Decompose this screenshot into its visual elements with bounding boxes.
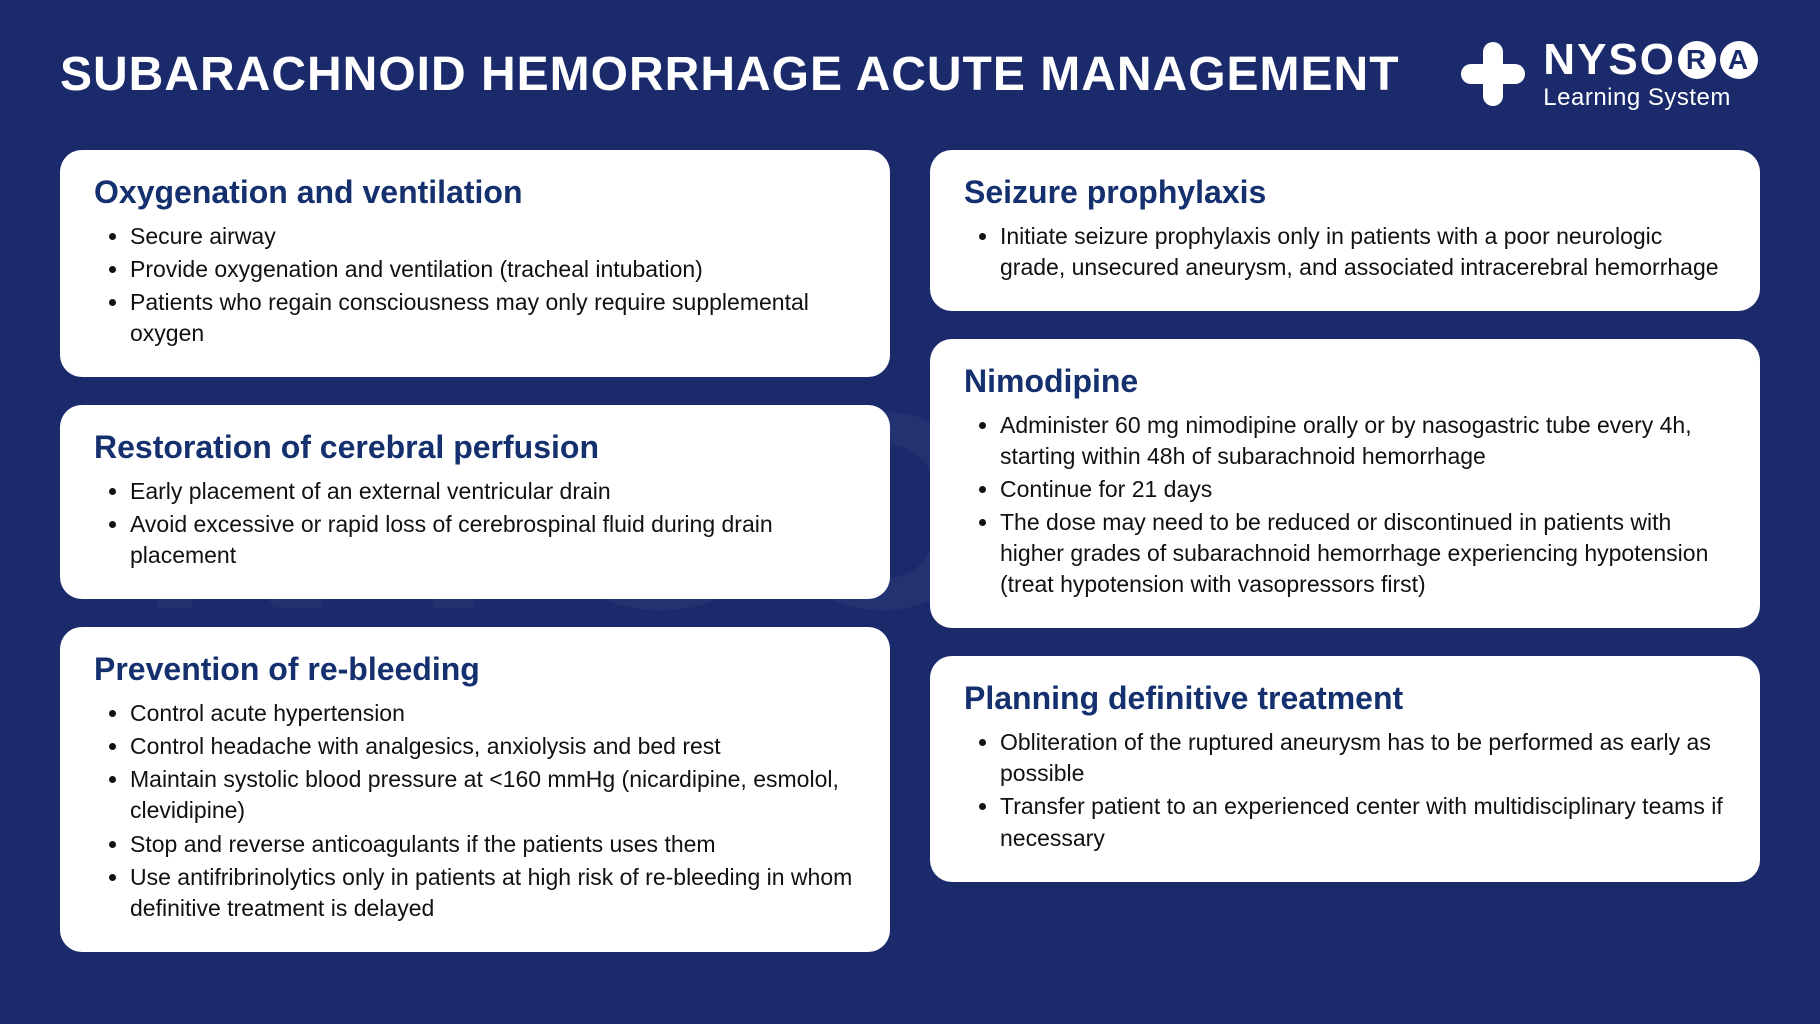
list-item: Obliteration of the ruptured aneurysm ha… <box>1000 727 1726 789</box>
list-item: Early placement of an external ventricul… <box>130 476 856 507</box>
brand-subtitle: Learning System <box>1543 86 1760 110</box>
card-seizure: Seizure prophylaxis Initiate seizure pro… <box>930 150 1760 311</box>
card-list: Early placement of an external ventricul… <box>94 476 856 571</box>
brand-prefix: NYSO <box>1543 38 1676 82</box>
plus-icon <box>1461 42 1525 106</box>
list-item: Maintain systolic blood pressure at <160… <box>130 764 856 826</box>
brand-circle-r: R <box>1678 41 1716 79</box>
list-item: Patients who regain consciousness may on… <box>130 287 856 349</box>
list-item: Administer 60 mg nimodipine orally or by… <box>1000 410 1726 472</box>
card-cerebral-perfusion: Restoration of cerebral perfusion Early … <box>60 405 890 599</box>
list-item: Use antifribrinolytics only in patients … <box>130 862 856 924</box>
card-heading: Seizure prophylaxis <box>964 174 1726 211</box>
brand-text: NYSO R A Learning System <box>1543 38 1760 110</box>
card-definitive-treatment: Planning definitive treatment Obliterati… <box>930 656 1760 881</box>
list-item: Stop and reverse anticoagulants if the p… <box>130 829 856 860</box>
card-list: Secure airway Provide oxygenation and ve… <box>94 221 856 349</box>
card-oxygenation: Oxygenation and ventilation Secure airwa… <box>60 150 890 377</box>
left-column: Oxygenation and ventilation Secure airwa… <box>60 150 890 952</box>
card-heading: Planning definitive treatment <box>964 680 1726 717</box>
list-item: Initiate seizure prophylaxis only in pat… <box>1000 221 1726 283</box>
right-column: Seizure prophylaxis Initiate seizure pro… <box>930 150 1760 952</box>
brand-circle-a: A <box>1720 41 1758 79</box>
list-item: The dose may need to be reduced or disco… <box>1000 507 1726 600</box>
card-list: Initiate seizure prophylaxis only in pat… <box>964 221 1726 283</box>
brand-name: NYSO R A <box>1543 38 1760 82</box>
card-heading: Nimodipine <box>964 363 1726 400</box>
card-rebleeding: Prevention of re-bleeding Control acute … <box>60 627 890 951</box>
list-item: Avoid excessive or rapid loss of cerebro… <box>130 509 856 571</box>
list-item: Provide oxygenation and ventilation (tra… <box>130 254 856 285</box>
card-nimodipine: Nimodipine Administer 60 mg nimodipine o… <box>930 339 1760 628</box>
card-list: Administer 60 mg nimodipine orally or by… <box>964 410 1726 600</box>
list-item: Continue for 21 days <box>1000 474 1726 505</box>
list-item: Control acute hypertension <box>130 698 856 729</box>
list-item: Transfer patient to an experienced cente… <box>1000 791 1726 853</box>
card-grid: Oxygenation and ventilation Secure airwa… <box>0 120 1820 1002</box>
card-heading: Restoration of cerebral perfusion <box>94 429 856 466</box>
brand-logo: NYSO R A Learning System <box>1461 38 1760 110</box>
card-list: Obliteration of the ruptured aneurysm ha… <box>964 727 1726 853</box>
header: SUBARACHNOID HEMORRHAGE ACUTE MANAGEMENT… <box>0 0 1820 120</box>
page-title: SUBARACHNOID HEMORRHAGE ACUTE MANAGEMENT <box>60 47 1400 102</box>
card-heading: Oxygenation and ventilation <box>94 174 856 211</box>
card-heading: Prevention of re-bleeding <box>94 651 856 688</box>
list-item: Secure airway <box>130 221 856 252</box>
card-list: Control acute hypertension Control heada… <box>94 698 856 923</box>
list-item: Control headache with analgesics, anxiol… <box>130 731 856 762</box>
